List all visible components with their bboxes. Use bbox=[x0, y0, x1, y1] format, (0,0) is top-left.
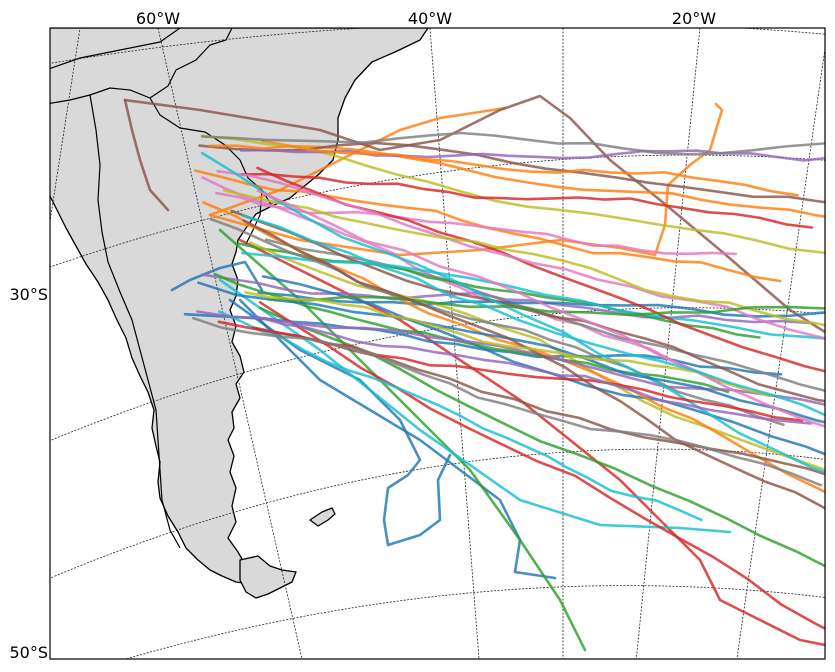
storm-track bbox=[201, 151, 825, 474]
storm-track bbox=[198, 141, 825, 204]
storm-track bbox=[228, 298, 452, 547]
storm-track bbox=[261, 139, 825, 218]
storm-track bbox=[208, 144, 799, 197]
peru-brazil-border bbox=[50, 28, 181, 70]
lat-label-30s: 30°S bbox=[9, 285, 48, 304]
storm-track bbox=[200, 273, 811, 325]
storm-track bbox=[257, 291, 825, 318]
storm-track bbox=[238, 238, 825, 647]
storm-track bbox=[241, 251, 825, 340]
storm-track bbox=[240, 172, 814, 229]
falkland-islands bbox=[309, 507, 336, 527]
storm-track bbox=[230, 209, 825, 403]
storm-track bbox=[255, 315, 812, 425]
storm-track bbox=[197, 281, 825, 424]
storm-track bbox=[191, 316, 823, 487]
storm-track bbox=[218, 278, 732, 534]
storm-track bbox=[238, 298, 557, 580]
bolivia-border bbox=[50, 69, 177, 104]
storm-tracks bbox=[123, 94, 825, 652]
tierra-del-fuego bbox=[239, 555, 297, 599]
brazil-bolivia-border bbox=[175, 28, 233, 71]
lat-label-50s: 50°S bbox=[9, 643, 48, 662]
storm-track bbox=[244, 291, 772, 398]
storm-track bbox=[200, 131, 825, 156]
storm-track bbox=[258, 306, 825, 568]
storm-track bbox=[208, 102, 724, 257]
storm-track bbox=[201, 176, 721, 384]
storm-track bbox=[123, 94, 825, 334]
lon-label-40w: 40°W bbox=[408, 9, 452, 28]
chile-argentina-border bbox=[89, 94, 181, 549]
storm-track bbox=[216, 169, 825, 340]
storm-track bbox=[170, 260, 264, 292]
storm-track bbox=[217, 310, 703, 522]
storm-track bbox=[258, 301, 825, 631]
brazil-argentina-border bbox=[239, 159, 273, 207]
storm-track bbox=[242, 219, 825, 510]
storm-track bbox=[218, 228, 587, 652]
storm-track bbox=[123, 98, 170, 212]
storm-track bbox=[209, 217, 785, 426]
lon-label-60w: 60°W bbox=[136, 9, 180, 28]
storm-track bbox=[222, 189, 825, 327]
map-frame bbox=[49, 27, 826, 660]
lon-label-20w: 20°W bbox=[672, 9, 716, 28]
storm-track bbox=[237, 242, 761, 339]
storm-track bbox=[241, 214, 825, 417]
storm-track bbox=[196, 310, 825, 406]
storm-track bbox=[256, 189, 825, 428]
